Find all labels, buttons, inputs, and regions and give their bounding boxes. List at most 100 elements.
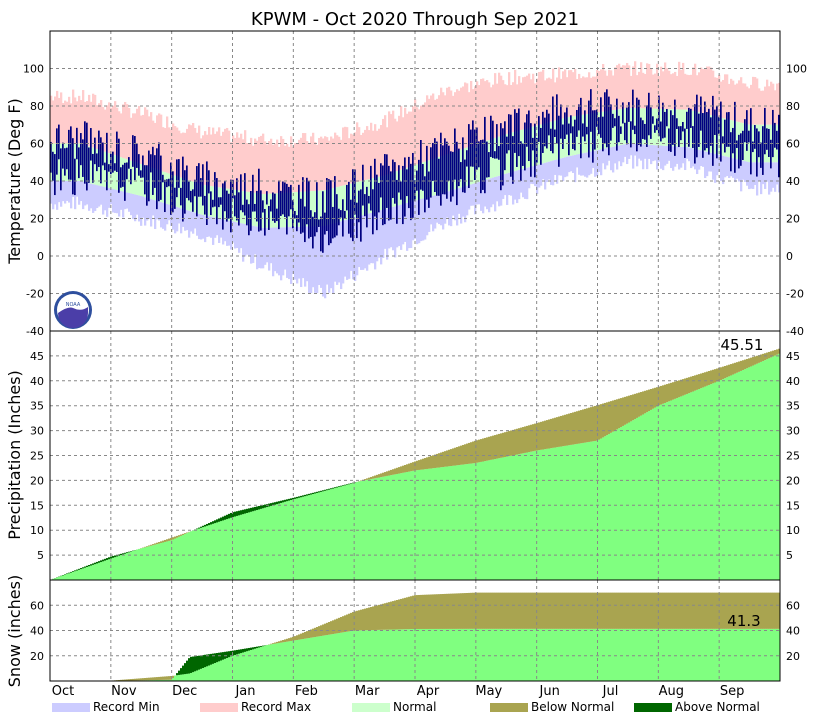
record-min-bar [68,181,71,203]
record-max-bar [620,66,623,109]
actual-temp-bar [590,89,592,132]
record-max-bar [96,105,99,150]
record-min-bar [128,192,131,212]
record-min-bar [92,184,95,213]
actual-fill [588,441,591,580]
record-min-bar [774,162,777,192]
actual-fill [548,628,551,681]
record-min-bar [458,188,461,214]
actual-temp-bar [724,119,726,153]
below-normal-fill [436,453,439,468]
record-min-bar [610,147,613,171]
actual-fill [200,527,203,580]
actual-fill [468,628,471,681]
actual-fill [248,512,251,580]
actual-fill [670,628,673,681]
above-normal-fill [234,650,237,655]
actual-temp-bar [188,181,190,201]
record-max-bar [588,72,591,114]
below-normal-fill [534,423,537,451]
below-normal-fill [516,428,519,455]
actual-fill [682,628,685,681]
below-normal-fill [690,592,693,629]
actual-fill [172,678,175,681]
actual-temp-bar [598,117,600,135]
actual-fill [506,456,509,580]
record-min-bar [482,180,485,214]
above-normal-fill [246,508,249,513]
actual-fill [458,628,461,681]
actual-fill [528,452,531,580]
actual-fill [542,628,545,681]
actual-fill [578,443,581,580]
actual-temp-bar [200,178,202,197]
record-min-bar [262,227,265,269]
actual-temp-bar [94,137,96,165]
actual-fill [60,576,63,580]
actual-fill [718,380,721,580]
tick-label-right: 0 [786,250,793,263]
record-min-bar [504,173,507,196]
below-normal-fill [626,592,629,629]
below-normal-fill [582,409,585,443]
above-normal-fill [326,489,329,491]
actual-fill [446,466,449,580]
tick-label-left: 60 [30,599,44,612]
below-normal-fill [458,593,461,629]
above-normal-fill [112,556,115,558]
record-max-bar [560,78,563,119]
actual-temp-bar [754,125,756,149]
actual-fill [706,385,709,580]
record-max-bar [716,77,719,117]
record-min-bar [58,181,61,203]
record-min-bar [760,162,763,195]
actual-temp-bar [404,157,406,217]
actual-fill [756,363,759,580]
actual-temp-bar [362,164,364,206]
actual-fill [560,628,563,681]
actual-temp-bar [344,210,346,219]
record-max-bar [452,95,455,153]
record-min-bar [614,146,617,164]
actual-fill [296,639,299,681]
record-max-bar [416,107,419,165]
below-normal-fill [730,364,733,376]
below-normal-fill [360,480,363,482]
below-normal-fill [748,358,751,368]
record-min-bar [740,160,743,192]
actual-fill [334,633,337,681]
actual-temp-bar [176,159,178,198]
actual-temp-bar [674,99,676,156]
actual-temp-bar [102,142,104,166]
below-normal-fill [142,678,145,681]
record-min-bar [192,211,195,234]
below-normal-fill [564,592,567,629]
below-normal-fill [124,679,127,681]
actual-temp-bar [612,113,614,128]
above-normal-fill [96,561,99,564]
actual-fill [592,441,595,580]
below-normal-fill [466,443,469,465]
below-normal-fill [366,608,369,631]
record-min-bar [376,211,379,262]
actual-fill [742,370,745,580]
actual-fill [178,674,181,681]
actual-temp-bar [286,183,288,235]
record-max-bar [736,83,739,122]
below-normal-fill [538,422,541,451]
actual-fill [188,673,191,681]
actual-fill [272,505,275,580]
below-normal-fill [432,455,435,469]
tick-label-right: 20 [786,650,800,663]
below-normal-fill [428,456,431,469]
above-normal-fill [126,552,129,554]
record-min-bar [70,181,73,209]
actual-fill [650,409,653,580]
actual-temp-bar [128,157,130,169]
actual-fill [548,448,551,580]
below-normal-fill [650,388,653,410]
actual-temp-bar [490,115,492,157]
actual-fill [684,628,687,681]
actual-fill [624,424,627,580]
below-normal-fill [734,592,737,629]
